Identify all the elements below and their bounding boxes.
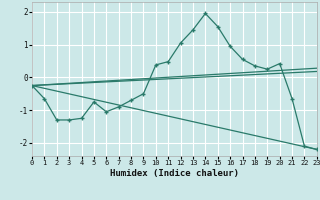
X-axis label: Humidex (Indice chaleur): Humidex (Indice chaleur) [110, 169, 239, 178]
